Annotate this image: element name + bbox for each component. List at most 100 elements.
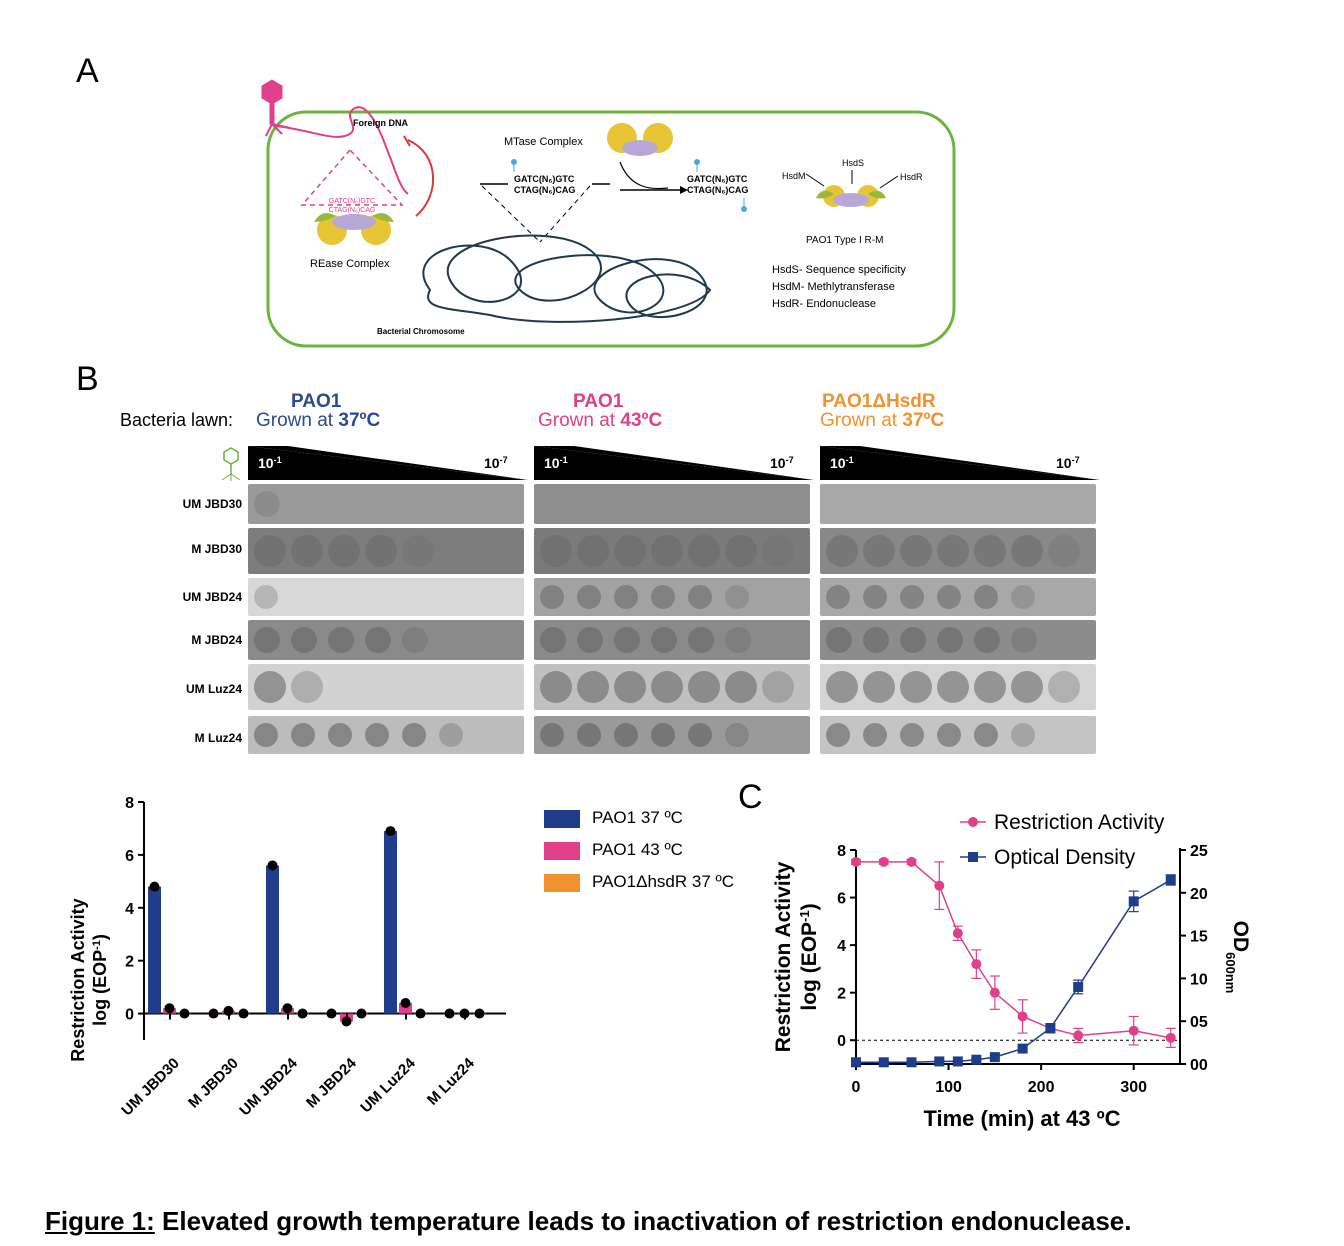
plaque-spot (614, 585, 638, 609)
plaque-spot (577, 585, 601, 609)
data-point (906, 856, 917, 867)
line-y-axis-sublabel: log (EOP-1) (797, 903, 822, 1010)
data-point (989, 987, 1000, 998)
line-x-axis-label: Time (min) at 43 ºC (923, 1106, 1120, 1131)
plaque-spot (402, 535, 434, 567)
row-label: M JBD24 (191, 633, 242, 647)
plaque-spot (826, 671, 858, 703)
inhibition-arrow (407, 139, 435, 217)
mtase-complex-icon (607, 123, 673, 156)
plaque-assay-plate (820, 620, 1096, 660)
data-point (1128, 896, 1139, 907)
bar (384, 831, 397, 1014)
svg-text:GATC(N₆)GTC: GATC(N₆)GTC (329, 198, 375, 205)
figure-caption: Figure 1: Elevated growth temperature le… (45, 1206, 1132, 1236)
plaque-spot (651, 627, 677, 653)
plaque-spot (688, 627, 714, 653)
bar-y-tick-label: 0 (125, 1007, 134, 1024)
bar-y-axis-sublabel: log (EOP-1) (90, 934, 110, 1026)
data-point (952, 1056, 963, 1067)
plaque-spot (725, 627, 751, 653)
plaque-assay-plate (820, 664, 1096, 710)
plaque-spot (762, 535, 794, 567)
plaque-spot (365, 723, 389, 747)
legend-item: PAO1 37 ºC (544, 808, 683, 828)
svg-text:HsdR- Endonuclease: HsdR- Endonuclease (772, 298, 876, 310)
data-point (971, 1054, 982, 1065)
data-point (1017, 1011, 1028, 1022)
plaque-spot (651, 585, 675, 609)
foreign-dna-label: Foreign DNA (353, 118, 408, 128)
line-y-tick-label: 6 (837, 891, 846, 908)
data-point (223, 1005, 234, 1016)
data-point (851, 1057, 861, 1068)
plaque-spot (540, 585, 564, 609)
data-point (474, 1008, 485, 1019)
legend-marker (968, 852, 978, 862)
plaque-spot (254, 723, 278, 747)
type-i-rm-complex-icon (805, 170, 899, 207)
plaque-spot (577, 671, 609, 703)
plaque-spot (439, 723, 463, 747)
line-x-tick-label: 200 (1028, 1079, 1055, 1096)
dilution-start-label: 10-1 (830, 455, 854, 471)
plaque-assay-plate (820, 716, 1096, 754)
line-y-tick-label: 4 (837, 938, 846, 955)
plaque-assay-plate (248, 716, 524, 754)
line-y2-tick-label: 10 (1190, 971, 1208, 988)
line-x-tick-label: 100 (935, 1079, 962, 1096)
lawn-header-pao1-43: PAO1 Grown at 43ºC (538, 391, 663, 431)
plaque-assay-plate (534, 484, 810, 524)
plaque-assay-plate (534, 664, 810, 710)
plaque-spot (974, 585, 998, 609)
data-point (297, 1008, 308, 1019)
plaque-spot (826, 723, 850, 747)
plaque-spot (614, 627, 640, 653)
plaque-spot (328, 627, 354, 653)
plaque-spot (1011, 723, 1035, 747)
bar-y-tick-label: 8 (125, 795, 134, 812)
plaque-spot (651, 723, 675, 747)
series-line (856, 879, 1172, 1064)
dilution-end-label: 10-7 (770, 455, 794, 471)
svg-text:HsdS: HsdS (842, 158, 864, 168)
plaque-spot (863, 535, 895, 567)
line-y2-tick-label: 25 (1190, 843, 1208, 860)
dilution-start-label: 10-1 (544, 455, 568, 471)
plaque-spot (725, 671, 757, 703)
legend-marker (968, 817, 978, 827)
plaque-spot (402, 723, 426, 747)
data-point (851, 856, 861, 867)
data-point (1165, 1032, 1176, 1043)
plaque-spot (577, 723, 601, 747)
plaque-spot (1048, 671, 1080, 703)
plaque-assay-plate (534, 620, 810, 660)
plaque-spot (688, 585, 712, 609)
plaque-spot (863, 723, 887, 747)
plaque-assay-plate (820, 484, 1096, 524)
data-point (1128, 1025, 1139, 1036)
plaque-spot (614, 723, 638, 747)
data-point (179, 1008, 190, 1019)
plaque-spot (826, 585, 850, 609)
restriction-activity-bar-chart: Restriction Activity log (EOP-1) 0 2 4 6 8 UM… (68, 795, 506, 1119)
legend-label: Optical Density (994, 846, 1136, 869)
plaque-spot (1011, 535, 1043, 567)
plaque-spot (688, 535, 720, 567)
data-point (952, 928, 963, 939)
bar-x-tick-label: UM Luz24 (357, 1054, 419, 1116)
plaque-spot (688, 671, 720, 703)
data-point (164, 1003, 175, 1014)
rm-system-schematic: Foreign DNA GATC(N₆)GTC CTAG(N₆)CAG REas… (261, 79, 956, 348)
plaque-spot (291, 723, 315, 747)
dilution-wedge: 10-1 10-7 (534, 446, 814, 480)
legend-swatch (544, 809, 580, 828)
data-point (1017, 1043, 1028, 1054)
svg-text:CTAG(N₆)CAG: CTAG(N₆)CAG (514, 185, 575, 195)
plaque-spot (900, 535, 932, 567)
plaque-spot (402, 627, 428, 653)
row-label: UM JBD30 (182, 497, 242, 511)
bar-y-axis-label: Restriction Activity (68, 898, 88, 1061)
line-y2-tick-label: 05 (1190, 1014, 1208, 1031)
dilution-end-label: 10-7 (1056, 455, 1080, 471)
